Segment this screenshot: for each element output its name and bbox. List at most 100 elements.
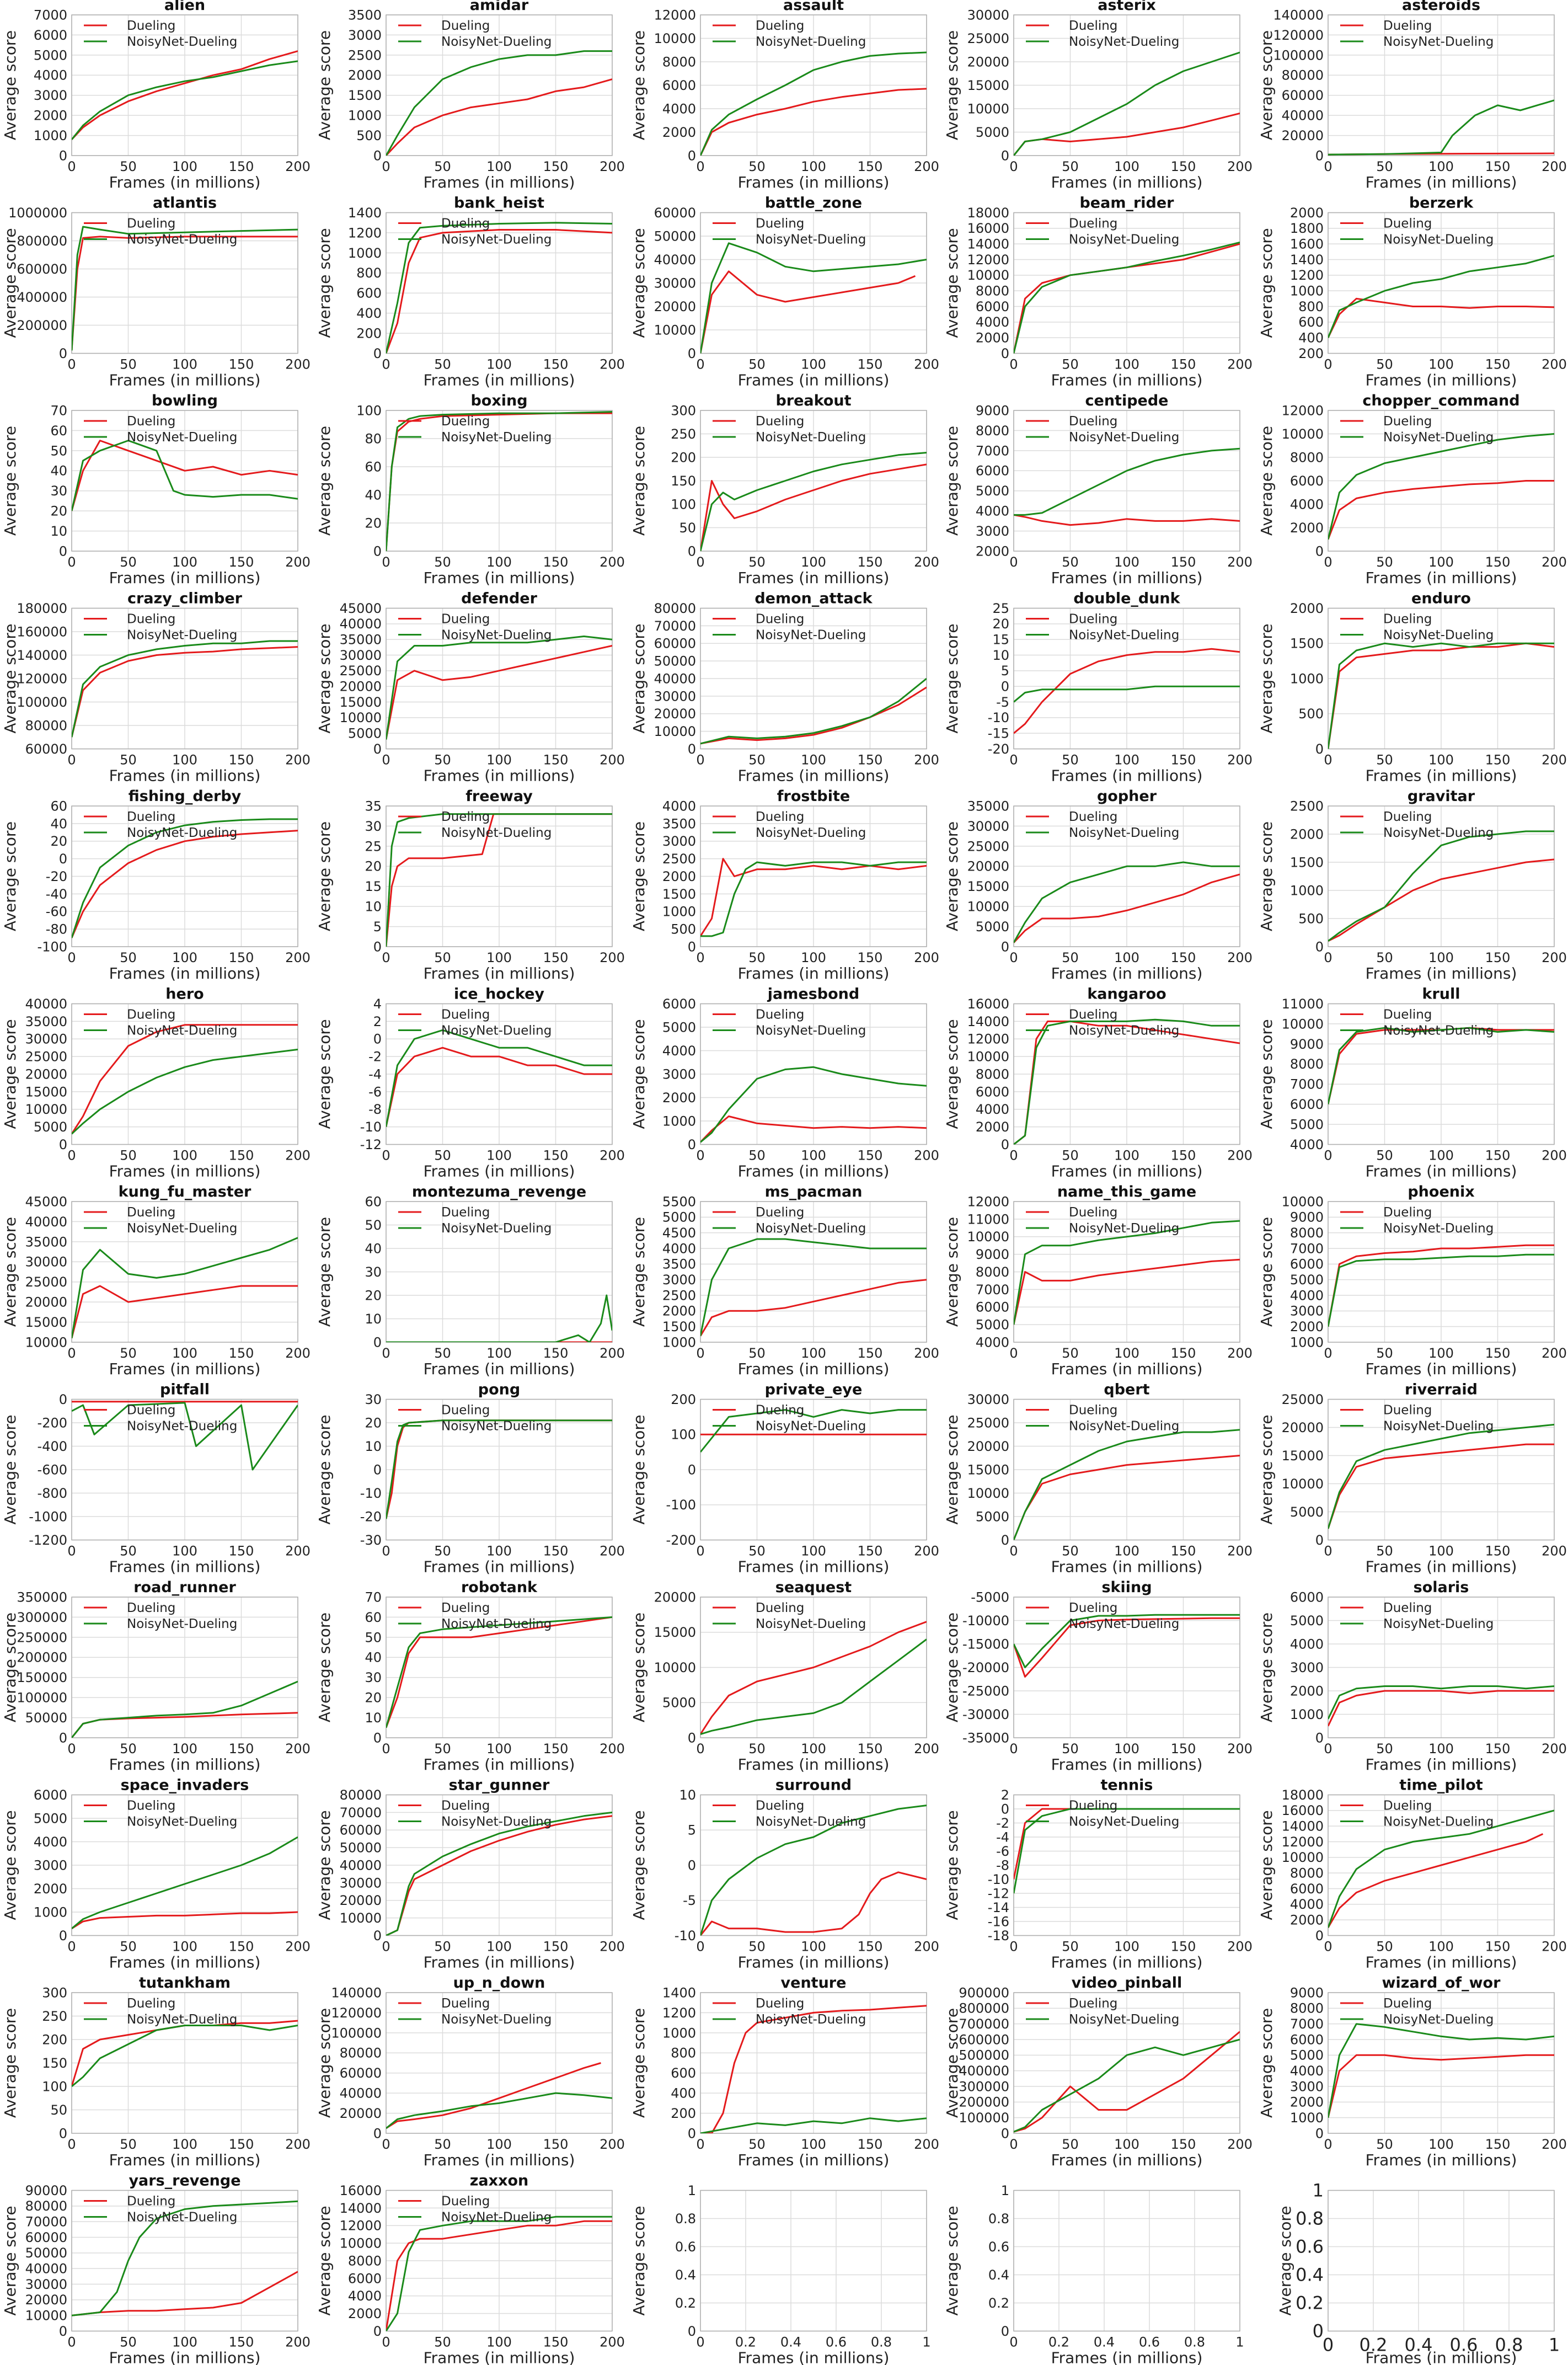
series-line-noisynet-dueling [1328, 99, 1554, 156]
x-tick-label: 50 [1062, 357, 1079, 372]
y-tick-label: 40000 [25, 996, 67, 1012]
series-line-noisynet-dueling [1014, 2038, 1240, 2133]
y-axis-label: Average score [1, 623, 19, 733]
y-tick-label: 30000 [654, 275, 696, 291]
x-tick-label: 100 [1114, 357, 1139, 372]
x-tick-label: 150 [229, 1741, 254, 1757]
x-axis-label: Frames (in millions) [424, 1360, 575, 1378]
y-tick-label: 0 [688, 1857, 696, 1873]
legend-label: Dueling [1383, 1799, 1432, 1813]
x-tick-label: 100 [801, 2137, 826, 2152]
x-tick-label: 50 [434, 950, 451, 965]
y-tick-label: 12000 [654, 7, 696, 23]
y-tick-label: 60000 [340, 2065, 382, 2081]
y-tick-label: 0 [1315, 1928, 1324, 1944]
x-tick-label: 100 [801, 950, 826, 965]
y-tick-label: 6000 [1290, 2032, 1324, 2047]
x-tick-label: 200 [1542, 1544, 1567, 1559]
y-tick-label: 250 [671, 426, 696, 442]
legend-label: Dueling [441, 414, 490, 429]
y-axis-label: Average score [943, 1217, 961, 1327]
y-tick-label: 30 [365, 819, 382, 834]
y-tick-label: 8000 [976, 1264, 1009, 1280]
x-tick-label: 150 [858, 1346, 883, 1361]
y-axis-label: Average score [315, 228, 334, 338]
y-axis-label: Average score [943, 228, 961, 338]
y-tick-label: 10000 [25, 1102, 67, 1117]
y-axis-label: Average score [1257, 1217, 1276, 1327]
x-tick-label: 100 [486, 554, 512, 570]
x-tick-label: 200 [600, 1544, 625, 1559]
chart-panel-atlantis: 0 200000 400000 600000 800000 1000000 0 50 100 15… [1, 195, 311, 389]
legend-label: NoisyNet-Dueling [127, 1024, 237, 1038]
y-tick-label: 200000 [959, 2095, 1009, 2110]
series-line-noisynet-dueling [386, 636, 612, 740]
y-axis-label: Average score [630, 1414, 648, 1524]
chart-title: bowling [152, 392, 218, 409]
y-tick-label: 40000 [25, 1214, 67, 1230]
x-axis-label: Frames (in millions) [738, 371, 890, 389]
series-line-dueling [1328, 642, 1554, 749]
x-tick-label: 150 [858, 159, 883, 174]
x-tick-label: 50 [1062, 1939, 1079, 1955]
x-tick-label: 0 [696, 2137, 704, 2152]
chart-title: amidar [470, 0, 529, 14]
chart-panel-gravitar: 0 500 1000 1500 2000 2500 0 50 100 150 200 gravitar… [1257, 788, 1567, 983]
y-tick-label: 1400 [348, 205, 382, 221]
y-tick-label: -10 [675, 1928, 696, 1944]
plot-frame [71, 14, 298, 156]
y-tick-label: 500000 [959, 2048, 1009, 2063]
x-tick-label: 150 [543, 159, 569, 174]
x-tick-label: 200 [914, 950, 939, 965]
chart-panel-assault: 0 2000 4000 6000 8000 10000 12000 0 50 100 150 200 a… [630, 0, 939, 191]
chart-panel-pitfall: -1200 -1000 -800 -600 -400 -200 0 0 50 100 150 200 p… [1, 1381, 311, 1576]
y-tick-label: 10 [365, 1439, 382, 1454]
y-tick-label: 5000 [34, 1119, 67, 1135]
chart-panel-krull: 4000 5000 6000 7000 8000 9000 10000 11000 0 50 100… [1257, 986, 1567, 1181]
x-tick-label: 50 [1062, 2137, 1079, 2152]
legend-label: Dueling [1069, 1205, 1117, 1220]
x-tick-label: 150 [1171, 1148, 1196, 1163]
y-tick-label: 1400 [1290, 252, 1324, 268]
legend-label: NoisyNet-Dueling [1069, 430, 1179, 445]
chart-panel-montezuma_revenge: 0 10 20 30 40 50 60 0 50 100 150 200 montezuma_reven… [315, 1183, 625, 1378]
y-tick-label: 150 [42, 2056, 67, 2071]
chart-title: name_this_game [1057, 1183, 1196, 1200]
x-tick-label: 50 [1062, 1346, 1079, 1361]
x-tick-label: 0 [67, 752, 76, 768]
y-tick-label: 10000 [1282, 1850, 1324, 1865]
series-line-noisynet-dueling [700, 2117, 927, 2133]
x-tick-label: 100 [486, 752, 512, 768]
x-tick-label: 100 [801, 1346, 826, 1361]
x-tick-label: 100 [1114, 159, 1139, 174]
legend-label: Dueling [756, 1601, 804, 1615]
chart-panel-crazy_climber: 60000 80000 100000 120000 140000 160000 180000… [1, 590, 311, 785]
x-tick-label: 0.2 [1048, 2335, 1069, 2350]
y-tick-label: 700000 [959, 2016, 1009, 2032]
x-tick-label: 0.4 [1094, 2335, 1115, 2350]
series-line-noisynet-dueling [386, 1616, 612, 1728]
y-tick-label: 2000 [976, 330, 1009, 346]
series-line-dueling [1328, 1690, 1554, 1727]
plot-frame [71, 1597, 298, 1738]
x-tick-label: 50 [120, 1148, 137, 1163]
y-tick-label: 100000 [17, 1690, 67, 1706]
y-tick-label: 80000 [340, 1787, 382, 1803]
x-tick-label: 200 [1542, 950, 1567, 965]
x-axis-label: Frames (in millions) [738, 767, 890, 785]
plot-frame [1328, 212, 1555, 354]
y-tick-label: 60000 [1282, 88, 1324, 103]
x-tick-label: 100 [1428, 950, 1454, 965]
x-tick-label: 150 [858, 2137, 883, 2152]
x-tick-label: 150 [543, 1544, 569, 1559]
legend-label: Dueling [1383, 1205, 1432, 1220]
y-tick-label: 12000 [967, 1194, 1009, 1209]
y-tick-label: 3000 [34, 1857, 67, 1873]
x-tick-label: 0 [696, 2335, 704, 2350]
